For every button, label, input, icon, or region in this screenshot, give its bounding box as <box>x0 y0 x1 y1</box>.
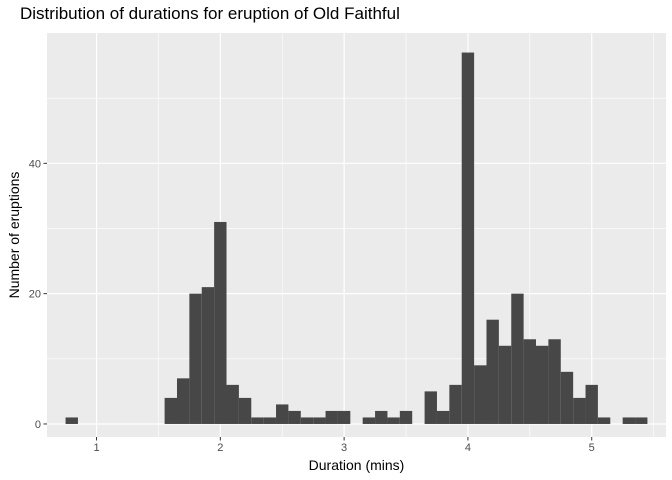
histogram-bar <box>313 417 326 424</box>
histogram-bar <box>238 397 252 424</box>
histogram-bar <box>362 417 376 424</box>
histogram-bar <box>622 417 636 424</box>
chart-title: Distribution of durations for eruption o… <box>20 4 400 23</box>
histogram-bar <box>288 410 301 424</box>
y-tick-label: 40 <box>29 158 41 170</box>
histogram-bar <box>251 417 264 424</box>
histogram-bar <box>436 410 450 424</box>
histogram-bar <box>263 417 277 424</box>
y-tick-label: 20 <box>29 289 41 301</box>
histogram-bar <box>276 404 289 424</box>
histogram-bar <box>560 371 574 424</box>
histogram-bar <box>424 391 437 424</box>
histogram-bar <box>387 417 400 424</box>
histogram-bars <box>65 52 648 424</box>
x-tick-label: 1 <box>93 442 99 454</box>
plot-panel <box>47 33 666 437</box>
histogram-bar <box>214 221 227 424</box>
histogram-bar <box>635 417 648 424</box>
x-tick-label: 4 <box>465 442 471 454</box>
histogram-bar <box>399 410 413 424</box>
histogram-bar <box>226 384 239 424</box>
histogram-bar <box>461 52 475 424</box>
x-tick-label: 3 <box>341 442 347 454</box>
histogram-bar <box>474 365 487 424</box>
histogram-bar <box>201 287 215 424</box>
x-tick-label: 2 <box>217 442 223 454</box>
histogram-bar <box>536 345 549 424</box>
histogram-bar <box>585 384 598 424</box>
y-tick-label: 0 <box>35 419 41 431</box>
x-tick-label: 5 <box>589 442 595 454</box>
histogram-bar <box>325 410 338 424</box>
histogram-bar <box>511 293 524 424</box>
histogram-bar <box>189 293 202 424</box>
y-axis: 0 20 40 <box>29 158 47 431</box>
histogram-bar <box>597 417 611 424</box>
histogram-bar <box>176 378 190 424</box>
histogram-bar <box>523 339 537 424</box>
histogram-bar <box>300 417 314 424</box>
histogram-bar <box>486 319 499 424</box>
histogram-bar <box>65 417 78 424</box>
histogram-bar <box>449 384 462 424</box>
histogram-bar <box>548 339 561 424</box>
x-axis-label: Duration (mins) <box>308 457 405 473</box>
histogram-bar <box>498 345 512 424</box>
x-axis: 1 2 3 4 5 <box>93 437 595 454</box>
histogram-bar <box>164 397 177 424</box>
histogram-bar <box>337 410 351 424</box>
histogram-bar <box>375 410 388 424</box>
histogram-bar <box>573 397 586 424</box>
